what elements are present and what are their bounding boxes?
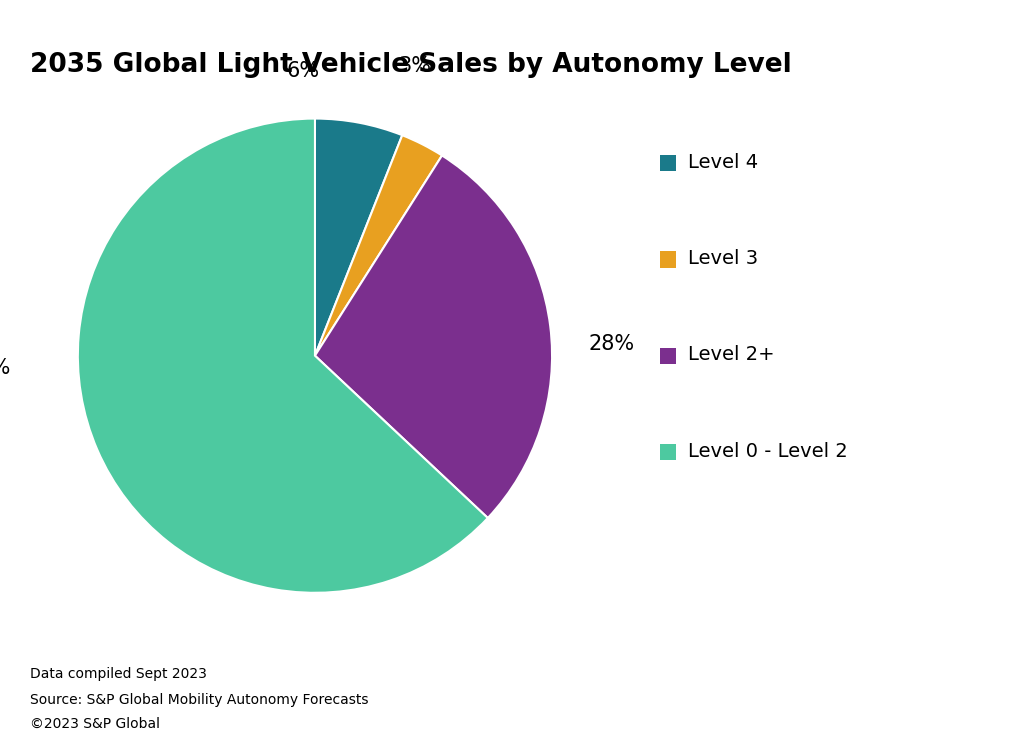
Text: Source: S&P Global Mobility Autonomy Forecasts: Source: S&P Global Mobility Autonomy For… [30, 693, 369, 707]
Text: Level 4: Level 4 [688, 153, 758, 172]
Text: Level 0 - Level 2: Level 0 - Level 2 [688, 442, 848, 461]
Wedge shape [315, 156, 552, 518]
Text: ©2023 S&P Global: ©2023 S&P Global [30, 717, 161, 731]
Text: 6%: 6% [287, 62, 320, 81]
Text: Level 2+: Level 2+ [688, 345, 775, 365]
Text: 3%: 3% [398, 56, 431, 76]
Text: 63%: 63% [0, 358, 11, 377]
Text: 28%: 28% [588, 334, 634, 353]
Text: 2035 Global Light Vehicle Sales by Autonomy Level: 2035 Global Light Vehicle Sales by Auton… [30, 52, 792, 78]
Wedge shape [315, 135, 442, 356]
Wedge shape [78, 119, 488, 593]
Text: Data compiled Sept 2023: Data compiled Sept 2023 [30, 667, 207, 681]
Text: Level 3: Level 3 [688, 249, 758, 268]
Wedge shape [315, 119, 402, 356]
